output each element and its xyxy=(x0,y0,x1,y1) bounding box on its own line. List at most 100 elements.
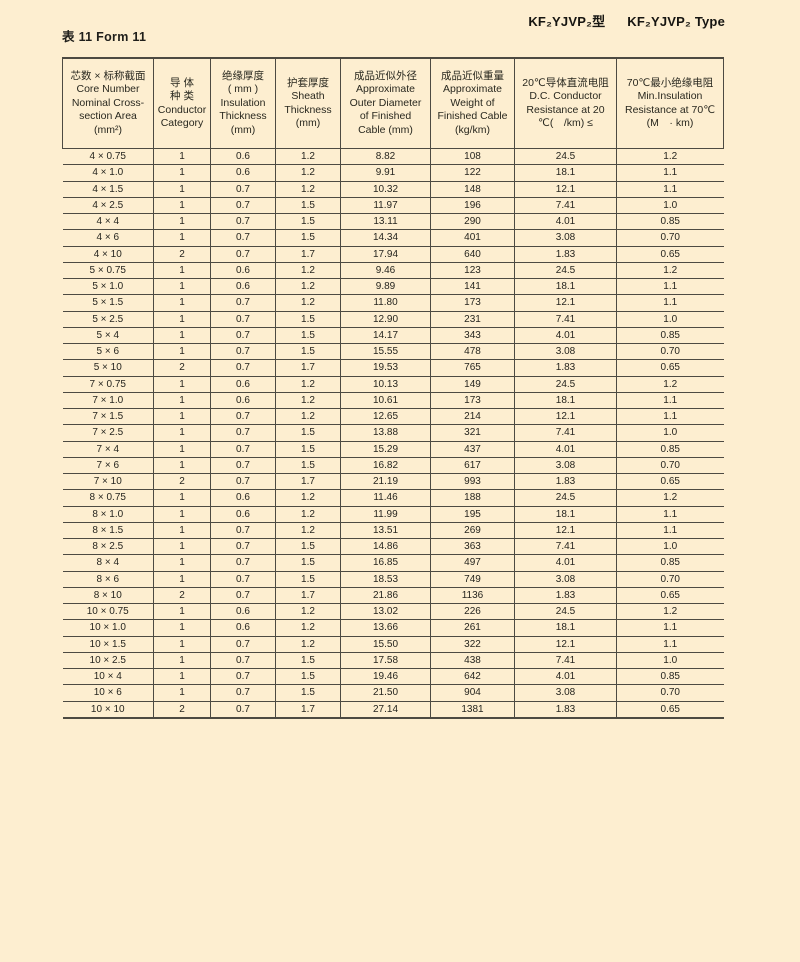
table-cell-min-insulation-resistance: 0.65 xyxy=(616,359,724,377)
table-cell-weight: 993 xyxy=(430,472,515,491)
table-cell-dc-resistance: 4.01 xyxy=(514,667,617,686)
table-cell-outer-diameter: 17.94 xyxy=(340,245,431,263)
table-cell-sheath-thickness: 1.2 xyxy=(275,147,341,166)
table-cell-insulation-thickness: 0.7 xyxy=(210,212,276,231)
table-cell-core-number: 5 × 2.5 xyxy=(62,310,154,328)
table-cell-weight: 108 xyxy=(430,147,515,166)
table-cell-dc-resistance: 1.83 xyxy=(514,359,617,377)
table-cell-conductor-category: 1 xyxy=(153,212,211,231)
table-cell-min-insulation-resistance: 1.1 xyxy=(616,505,724,523)
table-cell-weight: 123 xyxy=(430,261,515,280)
table-cell-outer-diameter: 21.50 xyxy=(340,684,431,702)
table-cell-insulation-thickness: 0.7 xyxy=(210,684,276,702)
table-cell-insulation-thickness: 0.7 xyxy=(210,424,276,442)
table-cell-outer-diameter: 13.66 xyxy=(340,619,431,637)
table-cell-outer-diameter: 8.82 xyxy=(340,147,431,166)
table-cell-core-number: 10 × 10 xyxy=(62,700,154,719)
table-cell-min-insulation-resistance: 1.1 xyxy=(616,407,724,426)
table-cell-dc-resistance: 24.5 xyxy=(514,489,617,507)
table-cell-min-insulation-resistance: 1.2 xyxy=(616,375,724,393)
table-cell-min-insulation-resistance: 1.0 xyxy=(616,196,724,215)
table-cell-sheath-thickness: 1.2 xyxy=(275,505,341,523)
table-cell-outer-diameter: 14.17 xyxy=(340,326,431,345)
table-cell-dc-resistance: 7.41 xyxy=(514,310,617,328)
table-cell-conductor-category: 1 xyxy=(153,326,211,345)
table-cell-insulation-thickness: 0.7 xyxy=(210,667,276,686)
table-row: 7 × 1.0 1 0.6 1.2 10.61 173 18.1 1.1 xyxy=(62,391,724,410)
table-cell-min-insulation-resistance: 1.0 xyxy=(616,424,724,442)
table-cell-conductor-category: 1 xyxy=(153,261,211,280)
table-cell-conductor-category: 1 xyxy=(153,229,211,247)
table-cell-dc-resistance: 12.1 xyxy=(514,635,617,653)
table-row: 10 × 4 1 0.7 1.5 19.46 642 4.01 0.85 xyxy=(62,667,724,686)
table-cell-conductor-category: 2 xyxy=(153,700,211,719)
table-cell-core-number: 5 × 0.75 xyxy=(62,261,154,280)
table-cell-insulation-thickness: 0.7 xyxy=(210,651,276,670)
table-cell-sheath-thickness: 1.2 xyxy=(275,602,341,621)
table-cell-sheath-thickness: 1.7 xyxy=(275,586,341,605)
table-cell-insulation-thickness: 0.6 xyxy=(210,391,276,410)
table-cell-dc-resistance: 18.1 xyxy=(514,277,617,296)
table-cell-min-insulation-resistance: 1.0 xyxy=(616,310,724,328)
column-header-dc-resistance: 20℃导体直流电阻 D.C. Conductor Resistance at 2… xyxy=(514,57,617,149)
table-cell-outer-diameter: 19.46 xyxy=(340,667,431,686)
table-cell-insulation-thickness: 0.6 xyxy=(210,261,276,280)
table-cell-dc-resistance: 24.5 xyxy=(514,375,617,393)
table-cell-sheath-thickness: 1.5 xyxy=(275,667,341,686)
table-cell-min-insulation-resistance: 1.1 xyxy=(616,180,724,198)
table-cell-sheath-thickness: 1.5 xyxy=(275,424,341,442)
table-cell-core-number: 10 × 1.5 xyxy=(62,635,154,653)
table-cell-core-number: 7 × 0.75 xyxy=(62,375,154,393)
table-row: 5 × 1.0 1 0.6 1.2 9.89 141 18.1 1.1 xyxy=(62,277,724,296)
table-cell-outer-diameter: 15.55 xyxy=(340,342,431,361)
table-cell-core-number: 7 × 6 xyxy=(62,456,154,475)
table-cell-sheath-thickness: 1.2 xyxy=(275,635,341,653)
table-caption: 表 11 Form 11 xyxy=(62,30,147,44)
table-cell-outer-diameter: 21.86 xyxy=(340,586,431,605)
column-header-outer-diameter: 成品近似外径 Approximate Outer Diameter of Fin… xyxy=(340,57,431,149)
table-cell-weight: 904 xyxy=(430,684,515,702)
table-row: 8 × 10 2 0.7 1.7 21.86 1136 1.83 0.65 xyxy=(62,586,724,605)
table-cell-weight: 149 xyxy=(430,375,515,393)
table-cell-outer-diameter: 27.14 xyxy=(340,700,431,719)
table-cell-insulation-thickness: 0.7 xyxy=(210,440,276,458)
table-cell-dc-resistance: 24.5 xyxy=(514,602,617,621)
table-cell-min-insulation-resistance: 0.70 xyxy=(616,570,724,588)
table-cell-outer-diameter: 11.99 xyxy=(340,505,431,523)
table-cell-insulation-thickness: 0.7 xyxy=(210,635,276,653)
table-cell-core-number: 7 × 10 xyxy=(62,472,154,491)
table-cell-insulation-thickness: 0.7 xyxy=(210,554,276,572)
table-cell-sheath-thickness: 1.2 xyxy=(275,294,341,312)
table-cell-core-number: 10 × 6 xyxy=(62,684,154,702)
table-cell-outer-diameter: 15.50 xyxy=(340,635,431,653)
table-cell-dc-resistance: 7.41 xyxy=(514,424,617,442)
table-cell-sheath-thickness: 1.7 xyxy=(275,700,341,719)
table-cell-core-number: 5 × 6 xyxy=(62,342,154,361)
table-cell-conductor-category: 1 xyxy=(153,407,211,426)
table-row: 8 × 1.5 1 0.7 1.2 13.51 269 12.1 1.1 xyxy=(62,521,724,540)
table-cell-weight: 642 xyxy=(430,667,515,686)
table-row: 8 × 2.5 1 0.7 1.5 14.86 363 7.41 1.0 xyxy=(62,537,724,556)
table-cell-insulation-thickness: 0.7 xyxy=(210,407,276,426)
table-cell-outer-diameter: 16.85 xyxy=(340,554,431,572)
table-cell-conductor-category: 1 xyxy=(153,505,211,523)
table-cell-weight: 196 xyxy=(430,196,515,215)
table-cell-insulation-thickness: 0.6 xyxy=(210,619,276,637)
table-cell-conductor-category: 1 xyxy=(153,667,211,686)
table-cell-core-number: 4 × 0.75 xyxy=(62,147,154,166)
table-cell-conductor-category: 1 xyxy=(153,277,211,296)
table-cell-dc-resistance: 4.01 xyxy=(514,326,617,345)
table-cell-weight: 1381 xyxy=(430,700,515,719)
table-cell-sheath-thickness: 1.7 xyxy=(275,359,341,377)
table-row: 4 × 4 1 0.7 1.5 13.11 290 4.01 0.85 xyxy=(62,212,724,231)
table-row: 4 × 1.0 1 0.6 1.2 9.91 122 18.1 1.1 xyxy=(62,164,724,182)
table-cell-sheath-thickness: 1.5 xyxy=(275,456,341,475)
table-cell-dc-resistance: 12.1 xyxy=(514,180,617,198)
table-cell-insulation-thickness: 0.6 xyxy=(210,164,276,182)
table-row: 5 × 10 2 0.7 1.7 19.53 765 1.83 0.65 xyxy=(62,359,724,377)
table-cell-weight: 749 xyxy=(430,570,515,588)
table-cell-outer-diameter: 12.65 xyxy=(340,407,431,426)
table-cell-sheath-thickness: 1.2 xyxy=(275,391,341,410)
table-cell-insulation-thickness: 0.6 xyxy=(210,602,276,621)
